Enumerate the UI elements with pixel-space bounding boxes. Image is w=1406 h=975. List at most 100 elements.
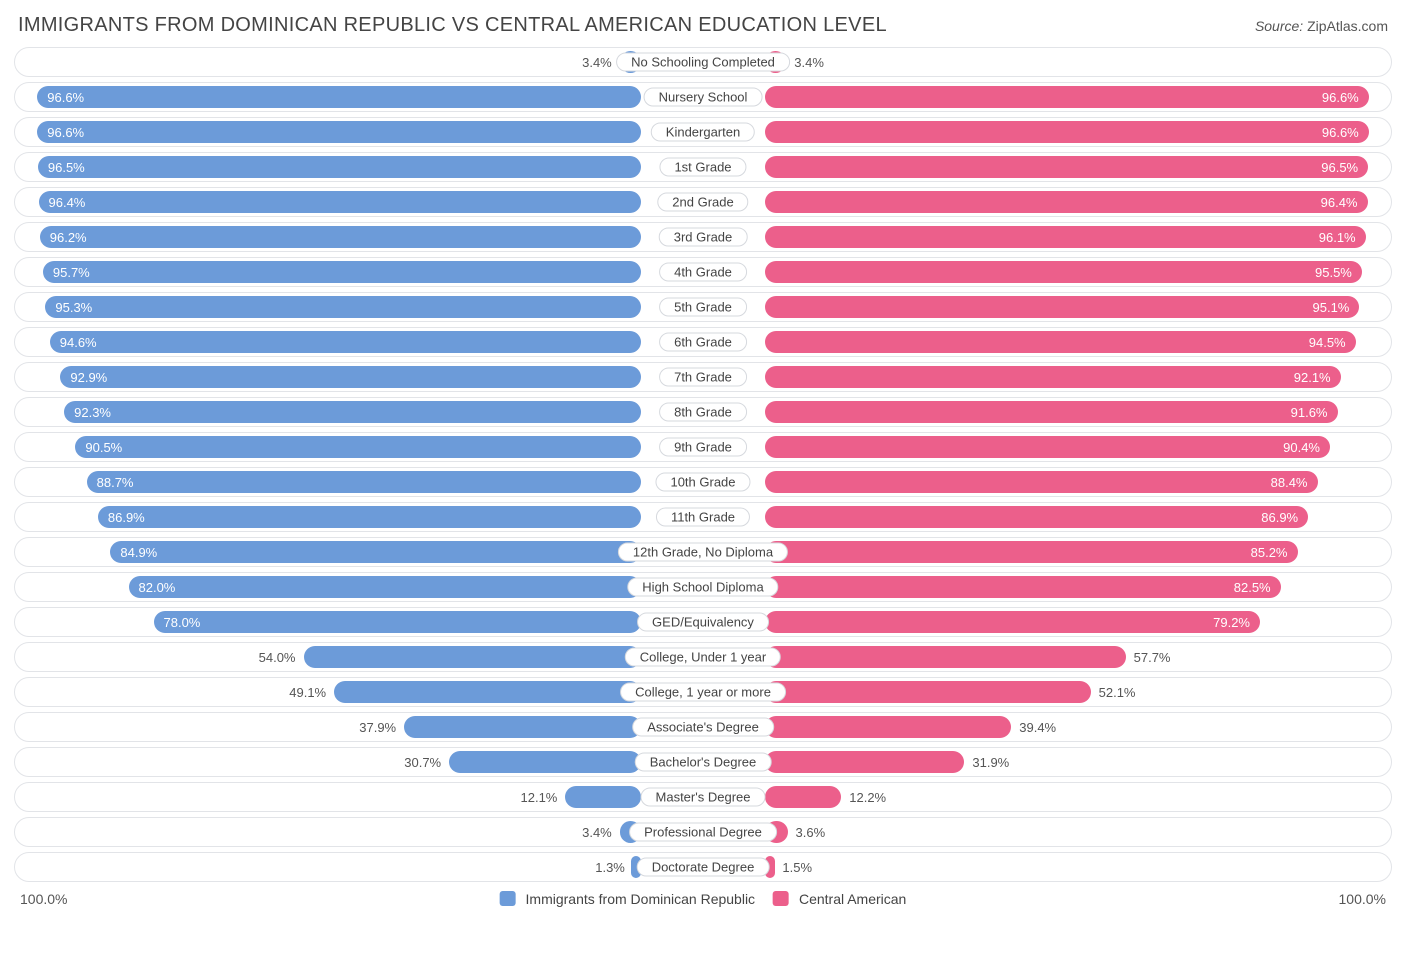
bar-right-value: 82.5% <box>1234 580 1271 595</box>
bar-right: 96.6% <box>765 86 1369 108</box>
chart-header: IMMIGRANTS FROM DOMINICAN REPUBLIC VS CE… <box>14 14 1392 37</box>
bar-right <box>765 786 841 808</box>
bar-left-value: 88.7% <box>97 475 134 490</box>
category-pill: Doctorate Degree <box>637 858 770 877</box>
bar-left-value: 12.1% <box>521 783 558 811</box>
chart-row: 54.0%57.7%College, Under 1 year <box>14 642 1392 672</box>
category-pill: College, 1 year or more <box>620 683 786 702</box>
chart-row: 95.7%95.5%4th Grade <box>14 257 1392 287</box>
bar-left <box>449 751 641 773</box>
bar-right: 96.4% <box>765 191 1368 213</box>
bar-right-value: 12.2% <box>849 783 886 811</box>
bar-right-value: 1.5% <box>782 853 812 881</box>
chart-row: 37.9% 39.4% Associate's Degree <box>14 712 1392 742</box>
chart-row: 96.4%96.4%2nd Grade <box>14 187 1392 217</box>
chart-row: 12.1% 12.2% Master's Degree <box>14 782 1392 812</box>
bar-left: 95.3% <box>45 296 641 318</box>
category-pill: Associate's Degree <box>632 718 774 737</box>
bar-right: 91.6% <box>765 401 1338 423</box>
bar-right-value: 96.1% <box>1319 230 1356 245</box>
legend-swatch-right <box>773 891 789 906</box>
bar-left-value: 95.3% <box>55 300 92 315</box>
bar-left-value: 86.9% <box>108 510 145 525</box>
chart-row: 95.3% 95.1% 5th Grade <box>14 292 1392 322</box>
category-pill: 5th Grade <box>659 298 747 317</box>
bar-left: 96.6% <box>37 121 641 143</box>
bar-right-value: 31.9% <box>972 748 1009 776</box>
category-pill: No Schooling Completed <box>616 53 790 72</box>
category-pill: Master's Degree <box>641 788 766 807</box>
bar-left: 82.0% <box>129 576 642 598</box>
bar-left-value: 96.4% <box>49 195 86 210</box>
bar-left-value: 3.4% <box>582 818 612 846</box>
bar-left-value: 78.0% <box>164 615 201 630</box>
bar-left-value: 30.7% <box>404 748 441 776</box>
category-pill: High School Diploma <box>627 578 778 597</box>
chart-title: IMMIGRANTS FROM DOMINICAN REPUBLIC VS CE… <box>18 14 887 37</box>
category-pill: 8th Grade <box>659 403 747 422</box>
category-pill: 11th Grade <box>656 508 750 527</box>
bar-right: 96.1% <box>765 226 1366 248</box>
category-pill: 10th Grade <box>655 473 750 492</box>
bar-right-value: 96.6% <box>1322 125 1359 140</box>
chart-row: 82.0% 82.5% High School Diploma <box>14 572 1392 602</box>
bar-right-value: 96.4% <box>1321 195 1358 210</box>
bar-right: 95.1% <box>765 296 1359 318</box>
bar-left-value: 37.9% <box>359 713 396 741</box>
bar-left: 92.9% <box>60 366 641 388</box>
chart-source: Source: ZipAtlas.com <box>1255 18 1388 34</box>
bar-right: 88.4% <box>765 471 1318 493</box>
bar-right-value: 96.5% <box>1321 160 1358 175</box>
category-pill: Bachelor's Degree <box>635 753 772 772</box>
legend-swatch-left <box>500 891 516 906</box>
chart-row: 96.2%96.1%3rd Grade <box>14 222 1392 252</box>
bar-left: 96.4% <box>39 191 642 213</box>
chart-row: 90.5%90.4%9th Grade <box>14 432 1392 462</box>
bar-right-value: 86.9% <box>1261 510 1298 525</box>
legend: Immigrants from Dominican Republic Centr… <box>500 891 907 907</box>
chart-row: 84.9%85.2%12th Grade, No Diploma <box>14 537 1392 567</box>
bar-left: 90.5% <box>75 436 641 458</box>
category-pill: Kindergarten <box>651 123 755 142</box>
bar-right-value: 92.1% <box>1294 370 1331 385</box>
bar-left-value: 92.9% <box>70 370 107 385</box>
bar-right-value: 94.5% <box>1309 335 1346 350</box>
bar-right: 85.2% <box>765 541 1298 563</box>
category-pill: GED/Equivalency <box>637 613 769 632</box>
bar-right-value: 79.2% <box>1213 615 1250 630</box>
bar-right-value: 95.5% <box>1315 265 1352 280</box>
category-pill: Professional Degree <box>629 823 777 842</box>
bar-right-value: 52.1% <box>1099 678 1136 706</box>
bar-right: 96.5% <box>765 156 1368 178</box>
chart-row: 3.4%3.4%No Schooling Completed <box>14 47 1392 77</box>
bar-left: 95.7% <box>43 261 641 283</box>
bar-left-value: 82.0% <box>139 580 176 595</box>
bar-left-value: 94.6% <box>60 335 97 350</box>
category-pill: 12th Grade, No Diploma <box>618 543 788 562</box>
bar-right <box>765 716 1011 738</box>
bar-left-value: 96.2% <box>50 230 87 245</box>
bar-left-value: 95.7% <box>53 265 90 280</box>
bar-left-value: 54.0% <box>259 643 296 671</box>
bar-right-value: 88.4% <box>1271 475 1308 490</box>
bar-right-value: 96.6% <box>1322 90 1359 105</box>
legend-label-left: Immigrants from Dominican Republic <box>526 891 756 907</box>
bar-right <box>765 681 1091 703</box>
chart-row: 3.4% 3.6% Professional Degree <box>14 817 1392 847</box>
bar-right-value: 3.6% <box>796 818 826 846</box>
chart-row: 96.6% 96.6% Kindergarten <box>14 117 1392 147</box>
bar-right-value: 39.4% <box>1019 713 1056 741</box>
bar-right-value: 3.4% <box>794 48 824 76</box>
bar-left: 96.2% <box>40 226 641 248</box>
legend-item-left: Immigrants from Dominican Republic <box>500 891 755 907</box>
chart-row: 92.3%91.6%8th Grade <box>14 397 1392 427</box>
bar-left: 88.7% <box>87 471 641 493</box>
chart-row: 94.6%94.5%6th Grade <box>14 327 1392 357</box>
category-pill: Nursery School <box>644 88 763 107</box>
source-label: Source: <box>1255 18 1303 34</box>
bar-right: 90.4% <box>765 436 1330 458</box>
bar-left: 78.0% <box>154 611 642 633</box>
chart-row: 86.9% 86.9% 11th Grade <box>14 502 1392 532</box>
bar-left <box>334 681 641 703</box>
bar-right: 92.1% <box>765 366 1341 388</box>
